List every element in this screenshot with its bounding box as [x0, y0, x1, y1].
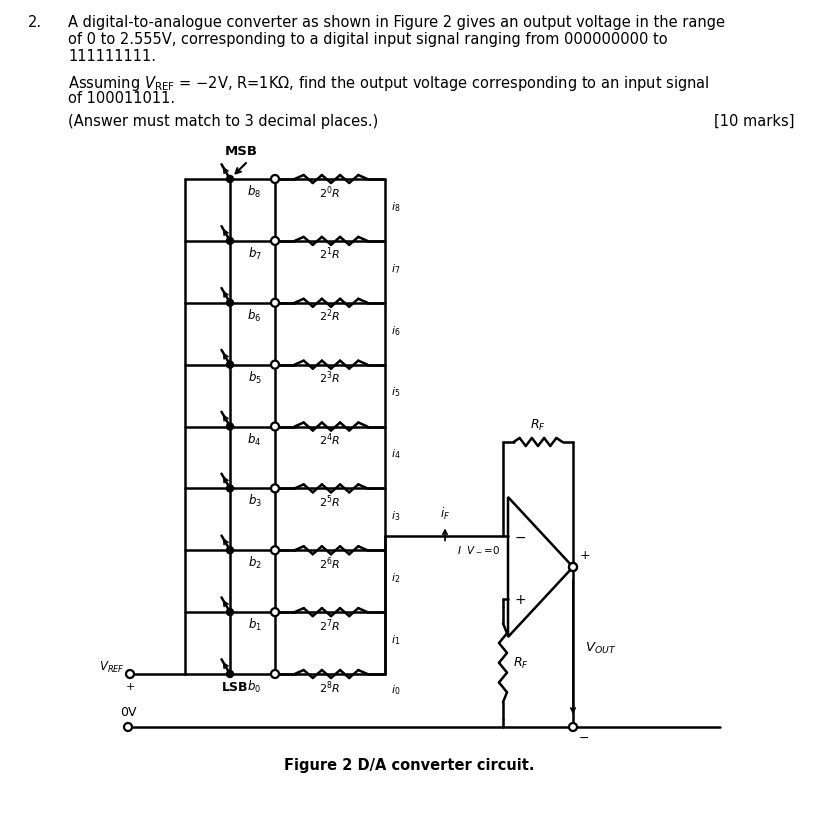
Text: $V_{REF}$: $V_{REF}$ [99, 658, 125, 674]
Text: $2^8R$: $2^8R$ [319, 678, 341, 695]
Circle shape [271, 423, 279, 431]
Circle shape [569, 563, 577, 571]
Text: $i_2$: $i_2$ [391, 571, 400, 585]
Text: $i_1$: $i_1$ [391, 633, 400, 646]
Text: $i_6$: $i_6$ [391, 323, 400, 337]
Text: $2^7R$: $2^7R$ [319, 616, 341, 633]
Text: $2^3R$: $2^3R$ [319, 369, 341, 385]
Circle shape [271, 609, 279, 616]
Text: $i_0$: $i_0$ [391, 682, 400, 696]
Circle shape [126, 670, 134, 678]
Circle shape [227, 609, 233, 616]
Text: 2.: 2. [28, 15, 42, 30]
Text: MSB: MSB [225, 145, 258, 158]
Circle shape [271, 176, 279, 184]
Text: $i_7$: $i_7$ [391, 261, 400, 275]
Text: 0V: 0V [120, 705, 136, 718]
Circle shape [271, 237, 279, 246]
Text: $i_5$: $i_5$ [391, 385, 400, 399]
Circle shape [124, 723, 132, 731]
Circle shape [227, 485, 233, 492]
Text: $b_4$: $b_4$ [247, 431, 261, 447]
Text: Assuming $V_\mathrm{REF}$ = $-$2V, R=1K$\Omega$, find the output voltage corresp: Assuming $V_\mathrm{REF}$ = $-$2V, R=1K$… [68, 74, 709, 93]
Circle shape [227, 176, 233, 184]
Text: $2^2R$: $2^2R$ [319, 308, 341, 324]
Text: $+$: $+$ [579, 548, 590, 562]
Circle shape [271, 361, 279, 369]
Text: $+$: $+$ [514, 592, 526, 605]
Text: +: + [125, 681, 134, 691]
Text: $R_F$: $R_F$ [530, 418, 546, 433]
Text: $2^1R$: $2^1R$ [319, 246, 341, 262]
Text: $i_8$: $i_8$ [391, 200, 400, 213]
Text: $b_8$: $b_8$ [247, 184, 261, 200]
Circle shape [271, 670, 279, 678]
Text: $2^5R$: $2^5R$ [319, 493, 341, 509]
Text: $2^6R$: $2^6R$ [319, 555, 341, 571]
Text: $R_F$: $R_F$ [513, 656, 529, 671]
Circle shape [227, 300, 233, 307]
Text: [10 marks]: [10 marks] [714, 114, 795, 129]
Text: (Answer must match to 3 decimal places.): (Answer must match to 3 decimal places.) [68, 114, 378, 129]
Text: $-$: $-$ [578, 730, 589, 743]
Text: $I\ \ V_-\!=\!0$: $I\ \ V_-\!=\!0$ [457, 544, 500, 554]
Text: of 100011011.: of 100011011. [68, 91, 175, 106]
Circle shape [227, 547, 233, 554]
Text: 111111111.: 111111111. [68, 49, 156, 64]
Circle shape [227, 423, 233, 431]
Text: $b_1$: $b_1$ [247, 616, 261, 633]
Circle shape [227, 671, 233, 677]
Circle shape [227, 361, 233, 369]
Text: Figure 2 D/A converter circuit.: Figure 2 D/A converter circuit. [283, 757, 534, 772]
Text: $b_6$: $b_6$ [247, 308, 261, 323]
Text: $b_5$: $b_5$ [247, 369, 261, 385]
Text: $i_4$: $i_4$ [391, 447, 400, 461]
Text: of 0 to 2.555V, corresponding to a digital input signal ranging from 000000000 t: of 0 to 2.555V, corresponding to a digit… [68, 32, 667, 47]
Circle shape [569, 563, 577, 571]
Text: $i_3$: $i_3$ [391, 509, 400, 523]
Circle shape [271, 547, 279, 555]
Text: $2^0R$: $2^0R$ [319, 184, 341, 200]
Text: A digital-to-analogue converter as shown in Figure 2 gives an output voltage in : A digital-to-analogue converter as shown… [68, 15, 725, 30]
Text: $V_{OUT}$: $V_{OUT}$ [585, 639, 617, 655]
Text: $-$: $-$ [514, 528, 526, 543]
Circle shape [271, 299, 279, 308]
Text: $i_F$: $i_F$ [440, 506, 450, 522]
Text: $b_7$: $b_7$ [247, 246, 261, 261]
Circle shape [569, 723, 577, 731]
Text: $b_2$: $b_2$ [247, 555, 261, 571]
Text: LSB: LSB [222, 680, 248, 693]
Circle shape [227, 238, 233, 245]
Text: $b_0$: $b_0$ [247, 678, 261, 694]
Text: $b_3$: $b_3$ [247, 493, 261, 509]
Circle shape [271, 485, 279, 493]
Text: $2^4R$: $2^4R$ [319, 431, 341, 447]
